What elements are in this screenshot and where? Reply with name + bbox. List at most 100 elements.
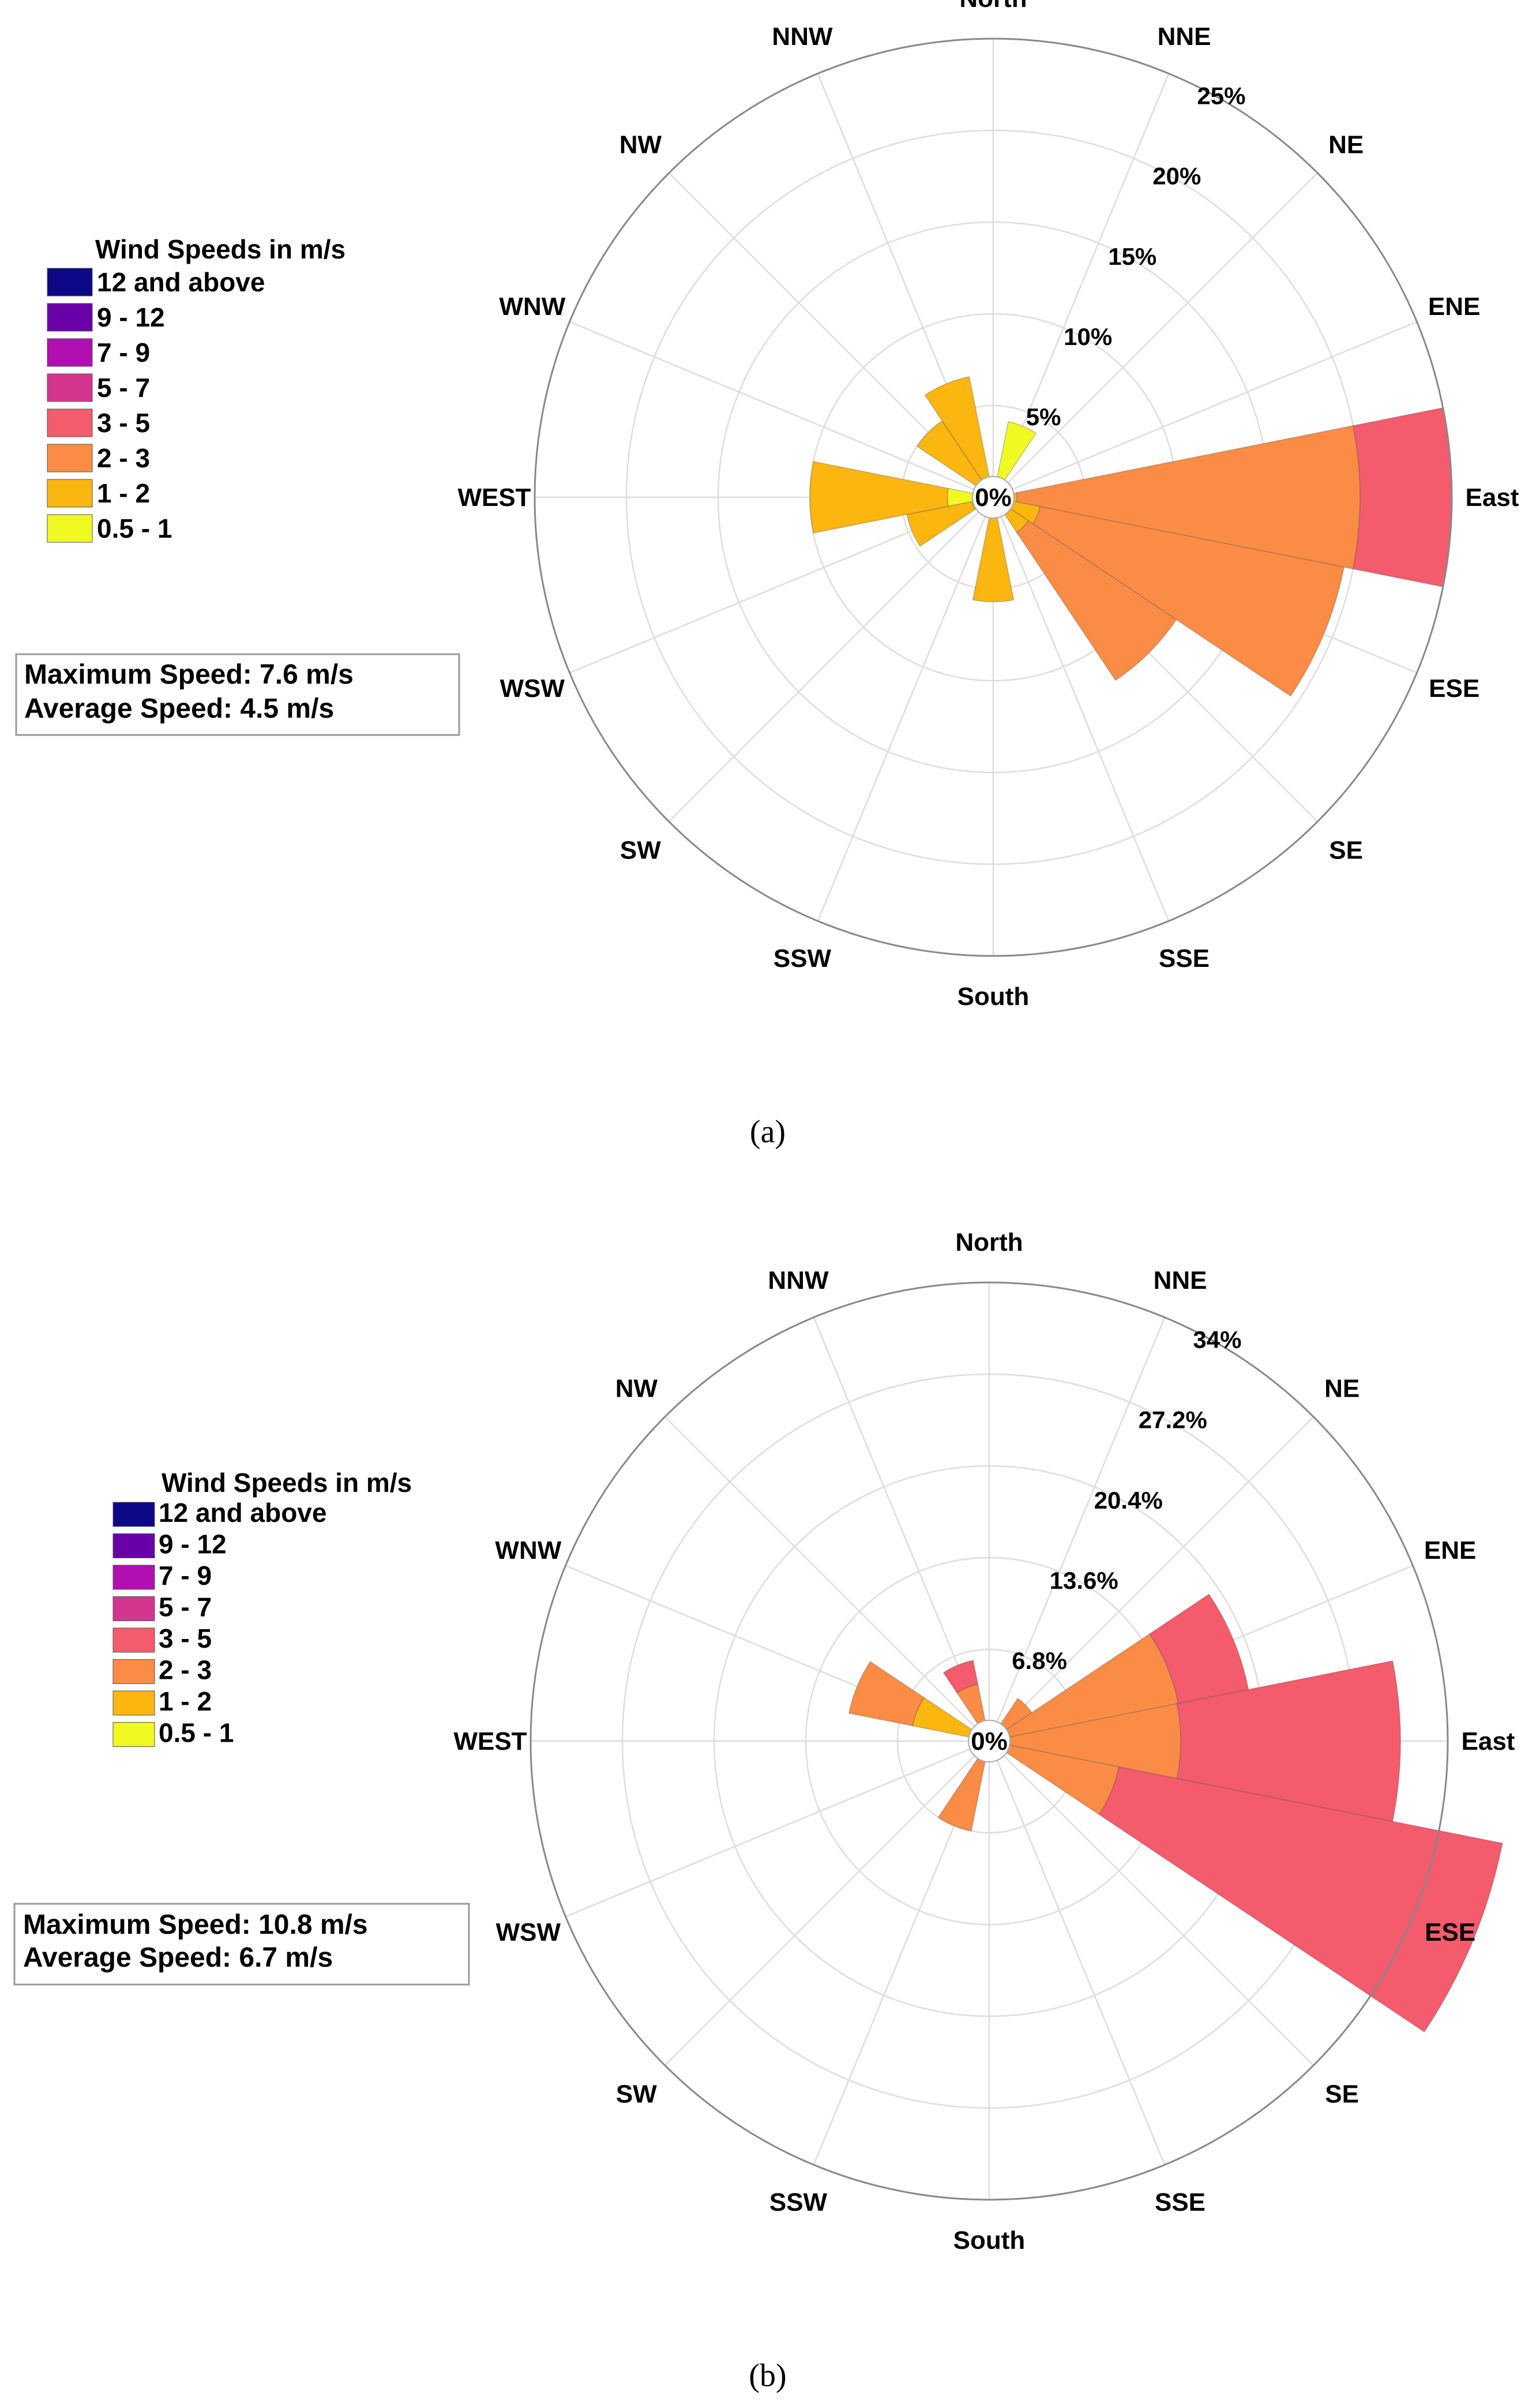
outer-ring-b — [529, 1281, 1449, 2201]
legend-swatch — [112, 1533, 155, 1558]
legend-swatch — [112, 1722, 155, 1747]
legend-swatch — [112, 1627, 155, 1653]
direction-label-south: South — [953, 2226, 1026, 2255]
grid-spoke — [664, 1741, 990, 2066]
grid-spoke — [569, 321, 994, 498]
center-hub-a: 0% — [972, 476, 1015, 519]
wind-rose-panel-b: 6.8% 13.6% 20.4% 27.2% 34% North NNE NE ENE East… — [13, 1228, 1515, 2394]
avg-speed-text: Average Speed: 4.5 m/s — [24, 693, 334, 724]
legend-label: 5 - 7 — [159, 1592, 212, 1622]
stats-box-border — [13, 1903, 470, 1986]
wind-bar-nnw-3-5 — [942, 1660, 979, 1694]
wind-bars-a — [809, 376, 1452, 697]
wind-bar-ene-3-5 — [1148, 1593, 1249, 1704]
grid-spoke — [565, 1740, 990, 1918]
direction-label-sw: SW — [616, 2080, 657, 2109]
direction-label-north: North — [955, 1228, 1023, 1256]
legend-swatch — [112, 1565, 155, 1590]
grid-spoke — [993, 172, 1319, 498]
direction-label-ene: ENE — [1424, 1536, 1476, 1565]
direction-label-se: SE — [1325, 2080, 1359, 2109]
direction-labels-b: North NNE NE ENE East ESE SE SSE South SSW SW WSW WE… — [453, 1228, 1515, 2255]
legend-swatch — [47, 373, 93, 402]
direction-label-ne: NE — [1324, 1374, 1360, 1402]
avg-speed-text: Average Speed: 6.7 m/s — [23, 1942, 333, 1973]
grid-spoke — [817, 497, 994, 921]
legend-swatch — [47, 514, 93, 543]
legend-label: 3 - 5 — [159, 1623, 212, 1653]
direction-label-ese: ESE — [1429, 674, 1479, 703]
legend-label: 5 - 7 — [97, 373, 150, 403]
legend-swatch — [112, 1596, 155, 1621]
direction-label-west: WEST — [453, 1727, 527, 1756]
legend-swatch — [112, 1659, 155, 1684]
stats-box-border — [15, 653, 460, 736]
legend-title: Wind Speeds in m/s — [162, 1468, 412, 1498]
legend-label: 12 and above — [159, 1498, 326, 1528]
legend-swatch — [47, 479, 93, 508]
legend-label: 2 - 3 — [159, 1655, 212, 1685]
direction-label-north: North — [959, 0, 1027, 13]
direction-label-wsw: WSW — [500, 674, 565, 703]
direction-label-ne: NE — [1328, 130, 1364, 159]
legend-label: 0.5 - 1 — [97, 513, 172, 543]
wind-bar-se-2-3 — [1016, 520, 1177, 681]
direction-label-east: East — [1462, 1727, 1515, 1756]
center-label: 0% — [971, 1727, 1008, 1756]
direction-label-nne: NNE — [1158, 22, 1211, 51]
outer-ring-a — [534, 37, 1453, 957]
stats-box-b: Maximum Speed: 10.8 m/s Average Speed: 6… — [13, 1903, 470, 1986]
radial-tick-label: 13.6% — [1050, 1567, 1118, 1594]
radial-tick-label: 25% — [1197, 82, 1245, 110]
legend-label: 9 - 12 — [159, 1529, 227, 1559]
wind-rose-panel-a: 5% 10% 15% 20% 25% North NNE NE ENE East ESE SE SSE… — [15, 0, 1519, 1150]
direction-label-wnw: WNW — [495, 1536, 561, 1565]
panel-caption-b: (b) — [749, 2358, 786, 2394]
direction-label-east: East — [1466, 483, 1519, 512]
grid-spoke — [989, 1741, 1315, 2066]
legend-swatch — [47, 444, 93, 472]
radial-tick-label: 15% — [1108, 243, 1156, 270]
grid-spoke — [668, 497, 994, 823]
legend-swatch — [47, 303, 93, 332]
legend-label: 9 - 12 — [97, 302, 165, 332]
stats-box-a: Maximum Speed: 7.6 m/s Average Speed: 4.… — [15, 653, 460, 736]
radial-tick-label: 27.2% — [1139, 1406, 1207, 1434]
wind-bar-ese-3-5 — [1098, 1766, 1503, 2033]
direction-label-sse: SSE — [1159, 944, 1210, 973]
legend-label: 0.5 - 1 — [159, 1718, 234, 1748]
direction-label-ssw: SSW — [773, 944, 832, 973]
direction-label-nnw: NNW — [772, 22, 833, 51]
grid-spoke — [988, 1317, 1166, 1742]
center-label: 0% — [975, 483, 1012, 512]
direction-label-ene: ENE — [1428, 292, 1480, 321]
direction-label-ese: ESE — [1425, 1918, 1475, 1946]
radial-tick-label: 5% — [1026, 403, 1061, 430]
wind-bar-east-3-5 — [1352, 407, 1452, 587]
legend-label: 7 - 9 — [97, 337, 150, 367]
outer-ring — [529, 1281, 1449, 2201]
wind-bar-wsw-1-2 — [906, 501, 976, 547]
legend-label: 2 - 3 — [97, 443, 150, 473]
legend-swatch — [47, 408, 93, 437]
direction-label-wnw: WNW — [499, 292, 565, 321]
legend-label: 1 - 2 — [97, 478, 150, 508]
grid-spoke — [988, 1741, 1166, 2165]
legend-label: 12 and above — [97, 267, 265, 297]
legend-a: Wind Speeds in m/s 12 and above 9 - 12 7 -… — [47, 234, 345, 543]
wind-bars-b — [848, 1593, 1503, 2033]
legend-label: 1 - 2 — [159, 1686, 212, 1716]
wind-bar-east-3-5 — [1176, 1660, 1401, 1822]
direction-label-nw: NW — [615, 1374, 658, 1402]
panel-caption-a: (a) — [750, 1114, 786, 1150]
legend-swatch — [47, 338, 93, 367]
radial-tick-label: 20.4% — [1094, 1487, 1163, 1514]
direction-label-ssw: SSW — [769, 2188, 828, 2216]
radial-tick-label: 6.8% — [1012, 1647, 1067, 1674]
center-circle — [968, 1720, 1011, 1762]
grid-spoke — [993, 321, 1417, 498]
radial-tick-label: 10% — [1064, 323, 1112, 350]
radial-tick-label: 34% — [1193, 1326, 1241, 1353]
